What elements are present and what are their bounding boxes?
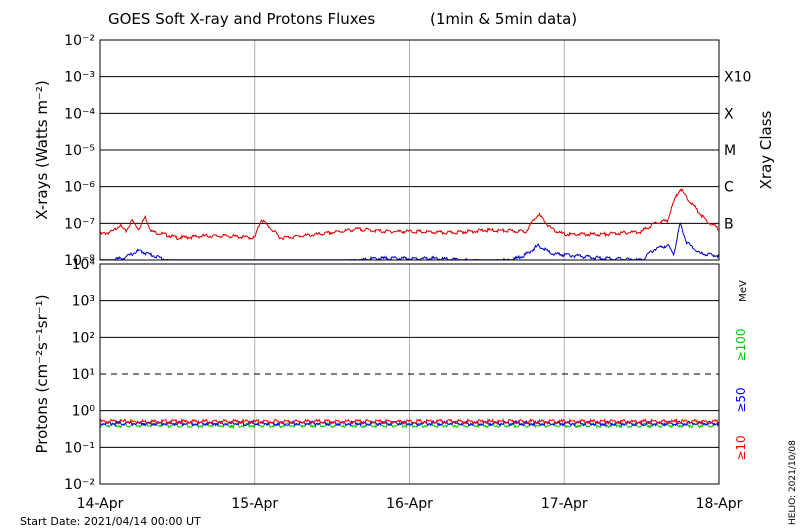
proton-y-tick-label: 10³: [72, 294, 95, 310]
xray-class-axis-title: Xray Class: [757, 110, 775, 189]
protons-series-line-proton_10: [99, 417, 720, 426]
footer-id: HELIO: 2021/10/08: [788, 440, 798, 525]
xray-series-line-xray_long: [99, 188, 719, 241]
xray-y-tick-label: 10⁻⁶: [64, 180, 95, 196]
proton-legend: ≥100 ≥50 ≥10: [734, 329, 748, 461]
xray-class-label: M: [724, 143, 736, 159]
x-axis-ticks: 14-Apr 15-Apr 16-Apr 17-Apr 18-Apr: [77, 496, 743, 512]
x-tick-label: 15-Apr: [231, 496, 278, 512]
proton-y-tick-label: 10⁰: [72, 404, 96, 420]
proton-legend-label: ≥50: [734, 387, 748, 412]
xray-class-label: B: [724, 216, 734, 232]
proton-y-ticks: 10⁻² 10⁻¹ 10⁰ 10¹ 10² 10³ 10⁴: [64, 257, 95, 493]
xray-class-label: X: [724, 106, 734, 122]
xray-plot-frame: [99, 39, 720, 261]
x-tick-label: 14-Apr: [77, 496, 124, 512]
proton-grid: [100, 264, 719, 484]
proton-y-tick-label: 10²: [72, 330, 95, 346]
xray-class-labels: B C M X X10: [724, 70, 751, 233]
proton-panel: 10⁻² 10⁻¹ 10⁰ 10¹ 10² 10³ 10⁴ Protons (cm⁻²s⁻¹…: [33, 257, 749, 493]
xray-class-label: X10: [724, 70, 751, 86]
xray-class-label: C: [724, 180, 734, 196]
proton-legend-label: ≥10: [734, 435, 748, 460]
proton-y-tick-label: 10⁻¹: [64, 440, 95, 456]
xray-y-axis-label: X-rays (Watts m⁻²): [33, 80, 51, 219]
proton-y-tick-label: 10¹: [72, 367, 95, 383]
xray-y-tick-label: 10⁻²: [64, 33, 95, 49]
xray-grid: [100, 40, 719, 260]
x-tick-label: 18-Apr: [696, 496, 743, 512]
x-tick-label: 16-Apr: [386, 496, 433, 512]
proton-plot-frame: [99, 263, 720, 485]
chart-title-note: (1min & 5min data): [430, 10, 577, 28]
xray-y-tick-label: 10⁻⁴: [64, 106, 95, 122]
xray-panel: 10⁻⁸ 10⁻⁷ 10⁻⁶ 10⁻⁵ 10⁻⁴ 10⁻³ 10⁻² B C M X X10 X-r…: [33, 33, 775, 269]
xray-y-tick-label: 10⁻⁵: [64, 143, 95, 159]
proton-y-tick-label: 10⁻²: [64, 477, 95, 493]
xray-y-tick-label: 10⁻³: [64, 70, 95, 86]
xray-y-tick-label: 10⁻⁸: [64, 253, 95, 269]
proton-legend-label: ≥100: [734, 329, 748, 362]
x-tick-label: 17-Apr: [541, 496, 588, 512]
proton-y-tick-label: 10⁴: [72, 257, 96, 273]
chart-title: GOES Soft X-ray and Protons Fluxes: [108, 10, 375, 28]
xray-y-ticks: 10⁻⁸ 10⁻⁷ 10⁻⁶ 10⁻⁵ 10⁻⁴ 10⁻³ 10⁻²: [64, 33, 95, 269]
proton-series: [99, 417, 720, 430]
proton-y-axis-label: Protons (cm⁻²s⁻¹sr⁻¹): [33, 294, 51, 453]
xray-y-tick-label: 10⁻⁷: [64, 216, 95, 232]
start-date: Start Date: 2021/04/14 00:00 UT: [20, 515, 201, 528]
proton-energy-unit: MeV: [738, 280, 749, 302]
